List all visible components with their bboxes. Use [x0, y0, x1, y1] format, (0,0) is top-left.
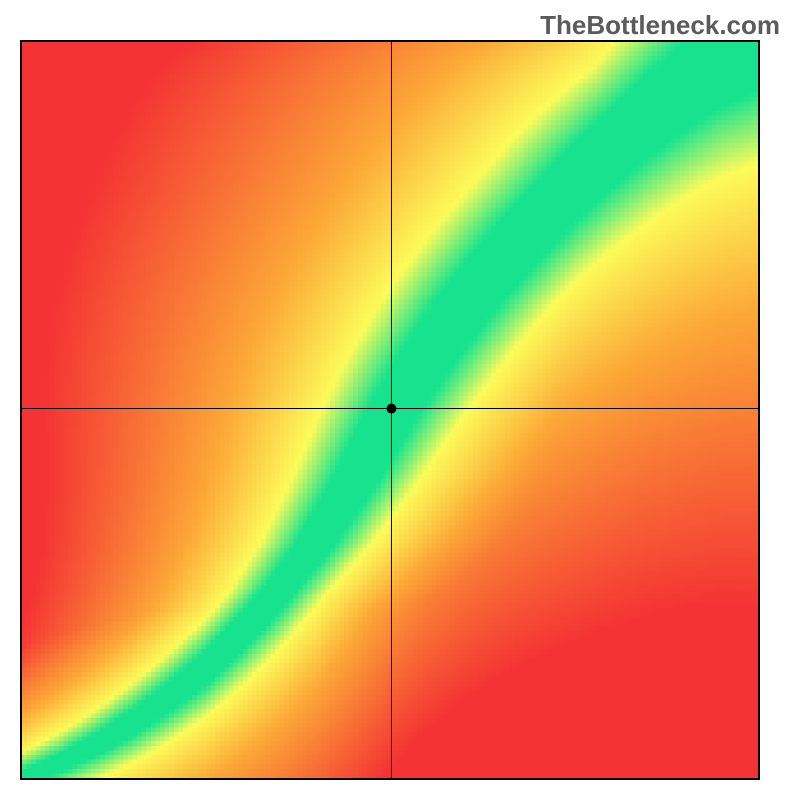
heatmap-plot [20, 40, 760, 780]
watermark-text: TheBottleneck.com [540, 10, 780, 41]
heatmap-canvas [22, 42, 758, 778]
